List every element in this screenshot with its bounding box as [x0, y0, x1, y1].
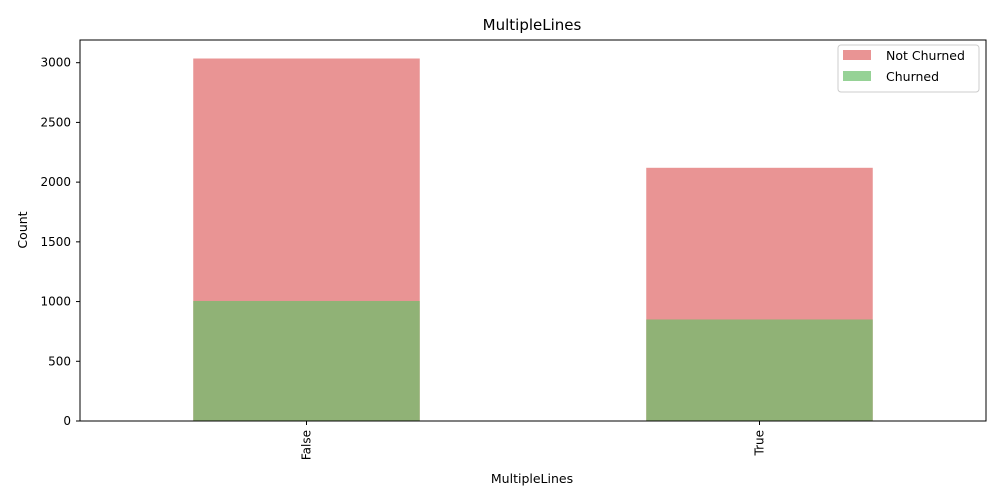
legend-label: Churned [886, 69, 939, 84]
y-axis-label: Count [15, 211, 30, 248]
y-tick-label: 1000 [40, 295, 71, 309]
y-tick-label: 2500 [40, 115, 71, 129]
legend-label: Not Churned [886, 48, 965, 63]
bar-churned-false [193, 300, 420, 421]
x-axis-label: MultipleLines [491, 471, 573, 486]
legend-swatch [843, 50, 871, 60]
y-axis: 0 500 1000 1500 2000 2500 3000 [40, 56, 80, 428]
legend-swatch [843, 71, 871, 81]
plot-frame [79, 39, 987, 422]
y-tick-label: 3000 [40, 56, 71, 70]
y-tick-label: 2000 [40, 175, 71, 189]
y-tick-label: 500 [48, 354, 71, 368]
bars-layer [193, 58, 873, 421]
y-tick-label: 0 [63, 414, 71, 428]
y-tick-label: 1500 [40, 235, 71, 249]
x-tick-label: True [753, 430, 767, 457]
legend: Not Churned Churned [837, 44, 980, 93]
x-axis: False True [300, 421, 767, 460]
legend-box [837, 44, 980, 93]
x-tick-label: False [300, 430, 314, 460]
chart-title: MultipleLines [483, 16, 582, 34]
bar-churned-true [646, 319, 873, 421]
